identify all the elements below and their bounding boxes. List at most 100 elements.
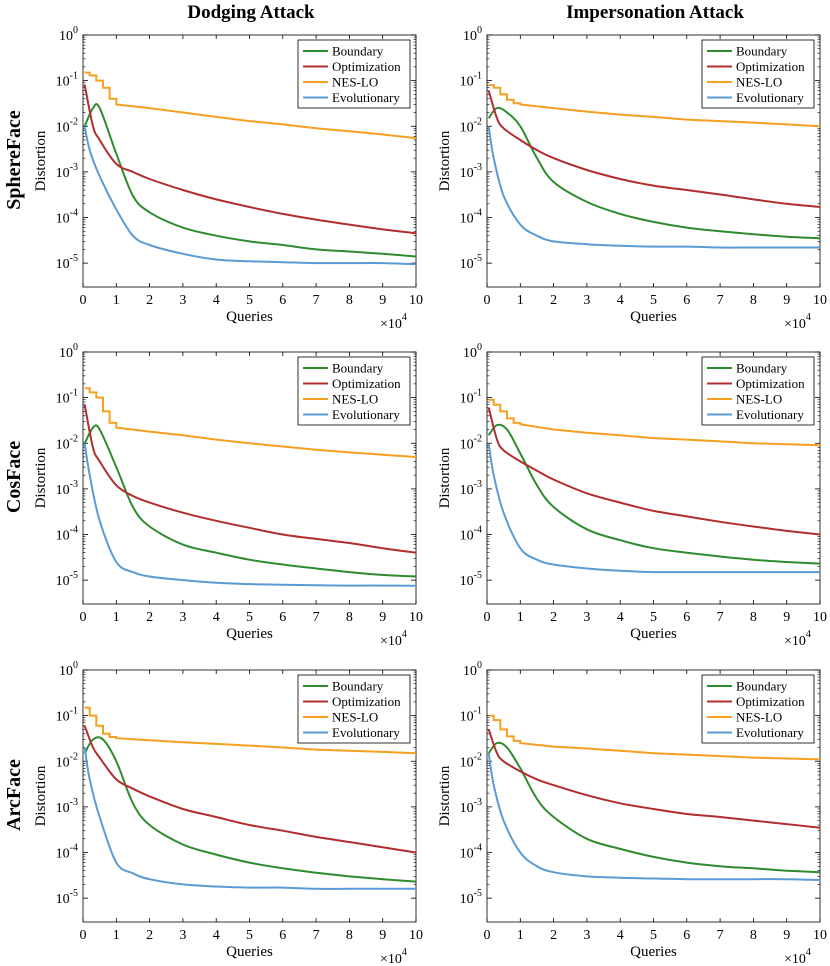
y-tick-label: 10-5 (460, 888, 482, 907)
x-tick-label: 10 (409, 293, 423, 308)
y-tick-label: 10-4 (56, 208, 78, 227)
y-tick-label: 10-3 (460, 162, 482, 181)
x-tick-label: 5 (246, 293, 253, 308)
series-line-nes-lo (84, 387, 416, 458)
y-tick-label: 100 (59, 342, 78, 361)
y-tick-label: 10-2 (460, 751, 482, 770)
x-tick-label: 8 (750, 610, 757, 625)
x-tick-label: 7 (717, 293, 724, 308)
x-tick-label: 7 (717, 610, 724, 625)
y-tick-label: 100 (463, 25, 482, 44)
x-tick-label: 5 (246, 610, 253, 625)
x-tick-label: 9 (379, 928, 386, 943)
series-line-boundary (487, 106, 820, 240)
y-tick-label: 100 (463, 660, 482, 679)
chart-panel: 0 1 2 3 4 5 6 7 8 9 10 100 10-1 10-2 10-3 10-4 10-5 Queri… (437, 660, 827, 966)
x-tick-label: 0 (484, 610, 491, 625)
x-axis-label: Queries (630, 309, 677, 325)
legend-entry: NES-LO (332, 710, 378, 725)
series-line-evolutionary (487, 443, 820, 574)
x-tick-label: 8 (750, 293, 757, 308)
series-line-optimization (83, 404, 416, 554)
x-multiplier: ×104 (784, 947, 811, 966)
x-axis-label: Queries (226, 309, 273, 325)
series-line-optimization (487, 90, 820, 208)
y-tick-label: 10-5 (56, 888, 78, 907)
y-tick-label: 10-4 (460, 525, 482, 544)
x-tick-label: 5 (650, 293, 657, 308)
y-tick-label: 10-3 (56, 479, 78, 498)
x-tick-label: 10 (813, 928, 827, 943)
x-tick-label: 10 (409, 610, 423, 625)
y-tick-label: 10-4 (56, 525, 78, 544)
x-multiplier: ×104 (784, 629, 811, 649)
series-line-evolutionary (83, 747, 416, 890)
x-tick-label: 8 (346, 610, 353, 625)
series-line-boundary (83, 424, 416, 578)
panels: 0 1 2 3 4 5 6 7 8 9 1010010-110-210-310-410-5Queri… (33, 25, 827, 966)
legend-entry: Optimization (332, 694, 401, 709)
legend-entry: Boundary (736, 44, 788, 59)
chart-panel: 0 1 2 3 4 5 6 7 8 9 10 100 10-1 10-2 10-3 10-4 10-5 Queri… (33, 25, 423, 332)
x-tick-label: 6 (279, 293, 286, 308)
x-tick-label: 6 (683, 928, 690, 943)
x-tick-label: 10 (813, 610, 827, 625)
x-tick-label: 4 (213, 293, 220, 308)
series-line-optimization (487, 407, 820, 536)
column-title-impersonation: Impersonation Attack (566, 2, 744, 23)
legend-entry: Boundary (736, 361, 788, 376)
y-tick-label: 10-2 (460, 116, 482, 135)
x-tick-label: 6 (279, 610, 286, 625)
x-tick-label: 5 (650, 928, 657, 943)
y-tick-label: 10-1 (56, 706, 78, 725)
legend-entry: NES-LO (736, 710, 782, 725)
x-tick-label: 10 (409, 928, 423, 943)
y-axis-label: Distortion (437, 447, 453, 508)
x-tick-label: 6 (683, 610, 690, 625)
x-tick-label: 3 (583, 610, 590, 625)
x-tick-label: 1 (517, 928, 524, 943)
legend-entry: Evolutionary (332, 407, 400, 422)
y-tick-label: 10-5 (460, 570, 482, 589)
x-tick-label: 1 (113, 610, 120, 625)
series-line-nes-lo (84, 706, 416, 755)
legend-entry: Boundary (332, 361, 384, 376)
x-axis-label: Queries (630, 626, 677, 642)
legend-entry: Optimization (332, 59, 401, 74)
x-tick-label: 7 (313, 610, 320, 625)
y-axis-label: Distortion (437, 765, 453, 826)
y-tick-label: 10-2 (56, 116, 78, 135)
x-multiplier: ×104 (784, 312, 811, 332)
x-tick-label: 8 (346, 293, 353, 308)
x-tick-label: 2 (146, 293, 153, 308)
x-tick-label: 2 (550, 928, 557, 943)
series-line-evolutionary (83, 443, 416, 587)
y-tick-label: 10-3 (56, 797, 78, 816)
series-line-evolutionary (487, 753, 820, 881)
legend-entry: Optimization (736, 694, 805, 709)
legend-entry: NES-LO (736, 75, 782, 90)
x-tick-label: 1 (517, 293, 524, 308)
y-tick-label: 100 (59, 25, 78, 44)
x-tick-label: 0 (484, 928, 491, 943)
y-tick-label: 10-1 (460, 706, 482, 725)
legend-entry: Evolutionary (736, 407, 804, 422)
series-line-nes-lo (488, 714, 820, 761)
x-tick-label: 4 (617, 928, 624, 943)
x-tick-label: 3 (179, 293, 186, 308)
legend-entry: Evolutionary (332, 725, 400, 740)
x-tick-label: 9 (783, 610, 790, 625)
y-axis-label: Distortion (33, 130, 49, 191)
series-line-optimization (83, 725, 416, 854)
y-axis-label: Distortion (33, 447, 49, 508)
row-title-arcface: ArcFace (3, 759, 25, 831)
x-tick-label: 1 (113, 293, 120, 308)
legend-entry: Boundary (332, 679, 384, 694)
x-tick-label: 4 (213, 610, 220, 625)
x-tick-label: 3 (179, 928, 186, 943)
legend-entry: Evolutionary (736, 725, 804, 740)
x-axis-label: Queries (630, 944, 677, 960)
y-axis-label: Distortion (437, 130, 453, 191)
x-tick-label: 7 (313, 928, 320, 943)
